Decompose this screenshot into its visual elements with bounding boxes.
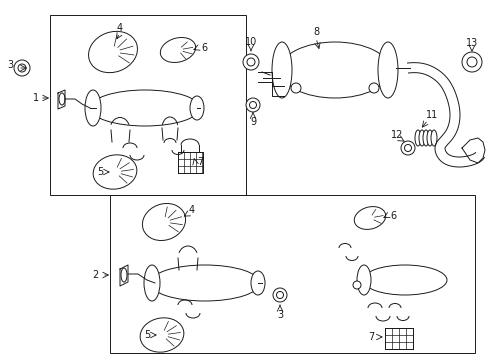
- Bar: [178, 152, 203, 173]
- Text: 4: 4: [188, 205, 195, 215]
- Ellipse shape: [414, 130, 420, 146]
- Ellipse shape: [190, 96, 203, 120]
- Text: 13: 13: [465, 38, 477, 48]
- Circle shape: [368, 83, 378, 93]
- Ellipse shape: [280, 42, 389, 98]
- Ellipse shape: [362, 265, 446, 295]
- Ellipse shape: [59, 93, 65, 105]
- Ellipse shape: [418, 130, 424, 146]
- Ellipse shape: [426, 130, 432, 146]
- Text: 12: 12: [390, 130, 403, 140]
- Text: 7: 7: [367, 332, 373, 342]
- Circle shape: [461, 52, 481, 72]
- Ellipse shape: [85, 90, 101, 126]
- Text: 9: 9: [249, 117, 256, 127]
- Circle shape: [272, 288, 286, 302]
- Ellipse shape: [88, 31, 137, 73]
- Circle shape: [245, 98, 260, 112]
- Ellipse shape: [90, 90, 200, 126]
- Circle shape: [290, 83, 301, 93]
- Ellipse shape: [142, 203, 185, 240]
- Text: 5: 5: [97, 167, 103, 177]
- Text: 1: 1: [33, 93, 39, 103]
- Ellipse shape: [93, 155, 137, 189]
- Circle shape: [400, 141, 414, 155]
- Ellipse shape: [271, 42, 291, 98]
- Ellipse shape: [377, 42, 397, 98]
- Text: 11: 11: [425, 110, 437, 120]
- Circle shape: [276, 292, 283, 298]
- Bar: [384, 328, 412, 349]
- Ellipse shape: [354, 207, 385, 229]
- Circle shape: [14, 60, 30, 76]
- Ellipse shape: [430, 130, 436, 146]
- Bar: [50, 15, 245, 195]
- Ellipse shape: [121, 268, 127, 282]
- Text: 8: 8: [312, 27, 318, 37]
- Text: 10: 10: [244, 37, 257, 47]
- Circle shape: [249, 102, 256, 108]
- Circle shape: [466, 57, 476, 67]
- Circle shape: [404, 144, 411, 152]
- Circle shape: [352, 281, 360, 289]
- Text: 3: 3: [7, 60, 13, 70]
- Ellipse shape: [143, 265, 160, 301]
- Ellipse shape: [150, 265, 260, 301]
- Text: 3: 3: [276, 310, 283, 320]
- Text: 5: 5: [143, 330, 150, 340]
- Bar: [110, 195, 474, 353]
- Text: 7: 7: [197, 157, 203, 167]
- Ellipse shape: [356, 265, 370, 295]
- Text: 2: 2: [92, 270, 98, 280]
- Circle shape: [18, 64, 26, 72]
- Ellipse shape: [160, 37, 195, 63]
- Text: 6: 6: [201, 43, 206, 53]
- Text: 4: 4: [117, 23, 123, 33]
- Ellipse shape: [140, 318, 183, 352]
- Text: 6: 6: [389, 211, 395, 221]
- Circle shape: [243, 54, 259, 70]
- Ellipse shape: [250, 271, 264, 295]
- Ellipse shape: [422, 130, 428, 146]
- Circle shape: [246, 58, 254, 66]
